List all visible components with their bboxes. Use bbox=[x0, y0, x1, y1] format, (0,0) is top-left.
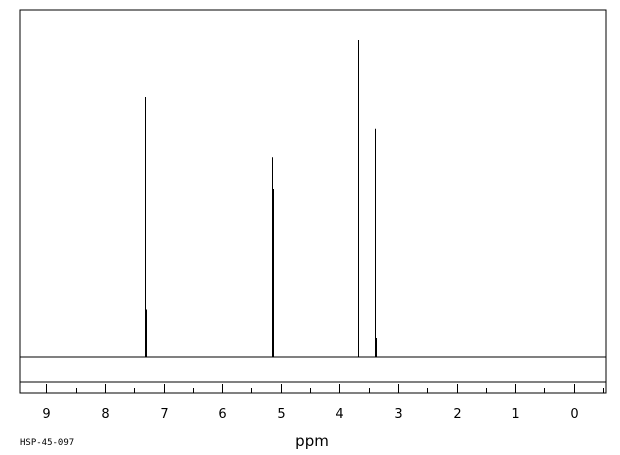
spectrum-peaks bbox=[145, 40, 377, 357]
x-tick-label: 5 bbox=[277, 407, 285, 422]
x-tick-label: 8 bbox=[101, 407, 109, 422]
x-tick-label: 1 bbox=[511, 407, 519, 422]
x-tick-label: 4 bbox=[335, 407, 343, 422]
spectrum-code-label: HSP-45-097 bbox=[20, 438, 74, 448]
x-axis-ticks: 9 8 7 6 5 4 3 2 1 0 bbox=[42, 384, 604, 422]
x-axis-title: ppm bbox=[295, 432, 329, 450]
x-tick-label: 2 bbox=[453, 407, 461, 422]
x-tick-label: 9 bbox=[42, 407, 50, 422]
x-tick-label: 3 bbox=[394, 407, 402, 422]
x-tick-label: 6 bbox=[218, 407, 226, 422]
x-tick-label: 7 bbox=[160, 407, 168, 422]
plot-frame bbox=[19, 9, 607, 394]
x-tick-label: 0 bbox=[570, 407, 578, 422]
